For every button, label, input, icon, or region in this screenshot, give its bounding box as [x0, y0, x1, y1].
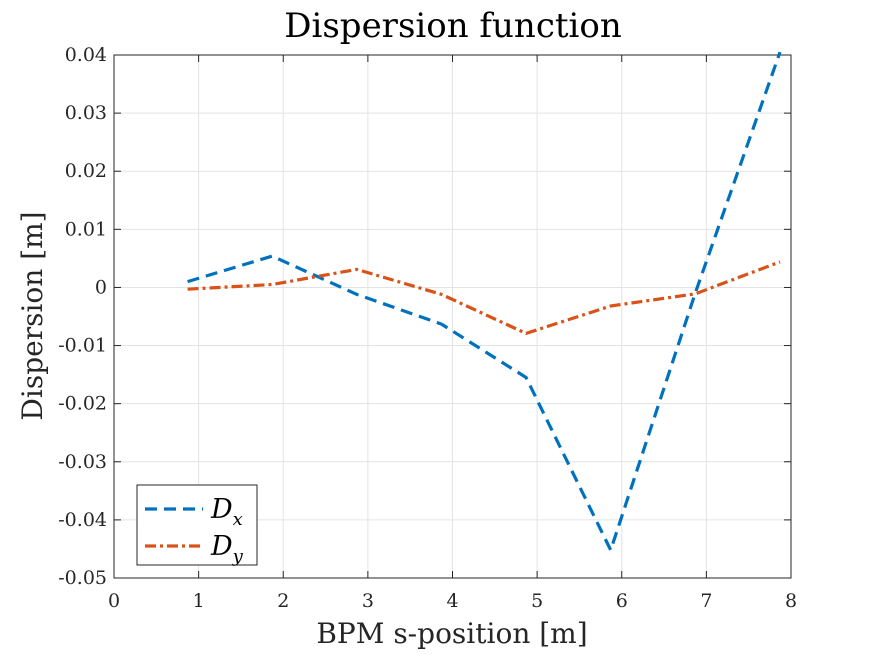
x-tick-label: 6	[616, 590, 628, 612]
x-tick-label: 3	[362, 590, 374, 612]
x-tick-label: 1	[193, 590, 205, 612]
grid	[113, 54, 792, 579]
y-axis-title: Dispersion [m]	[16, 211, 49, 420]
ticks	[113, 54, 792, 579]
y-tick-label: -0.03	[58, 451, 107, 473]
tick-labels: 0 1 2 3 4 5 6 7 8 0.04 0.03 0.02 0.01 0 -0.01 -0.02 -0.0…	[58, 44, 797, 612]
legend-label-y: Dy	[210, 531, 244, 567]
y-tick-label: 0.01	[65, 218, 107, 240]
y-tick-label: -0.05	[58, 567, 107, 589]
y-tick-label: 0.04	[65, 44, 107, 66]
x-tick-label: 2	[277, 590, 289, 612]
x-tick-label: 4	[446, 590, 458, 612]
x-tick-label: 8	[785, 590, 797, 612]
y-tick-label: -0.02	[58, 393, 107, 415]
x-tick-label: 0	[108, 590, 120, 612]
y-tick-label: 0	[95, 276, 107, 298]
x-tick-label: 7	[700, 590, 712, 612]
y-tick-label: -0.04	[58, 509, 107, 531]
series-lines	[187, 51, 782, 552]
chart-title: Dispersion function	[284, 6, 622, 46]
y-tick-label: -0.01	[58, 335, 107, 357]
legend-label-x: Dx	[210, 494, 243, 530]
legend-box	[136, 484, 258, 566]
series-line-x	[187, 51, 782, 552]
y-tick-label: 0.02	[65, 160, 107, 182]
x-axis-title: BPM s-position [m]	[316, 617, 587, 650]
y-tick-label: 0.03	[65, 102, 107, 124]
x-tick-label: 5	[531, 590, 543, 612]
series-line-y	[187, 260, 781, 335]
